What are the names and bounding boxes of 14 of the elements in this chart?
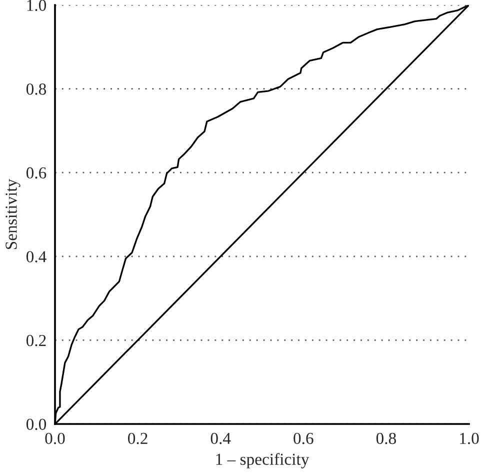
x-tick-label: 0.0 <box>45 432 65 444</box>
y-tick-label: 0.8 <box>26 84 46 95</box>
x-tick-label: 0.2 <box>128 432 148 444</box>
y-tick-label: 0.6 <box>26 167 46 179</box>
y-tick-label: 1.0 <box>27 0 46 12</box>
y-axis-title: Sensitivity <box>6 178 20 250</box>
x-tick-label: 0.4 <box>210 432 231 444</box>
x-tick-label: 0.6 <box>294 432 314 444</box>
x-tick-label: 0.8 <box>376 432 396 444</box>
y-tick-label: 0.4 <box>26 251 46 262</box>
x-tick-label: 1.0 <box>460 432 479 444</box>
y-tick-label: 0.2 <box>26 334 46 346</box>
y-tick-label: 0.0 <box>26 418 46 430</box>
x-axis-title: 1 – specificity <box>216 453 310 468</box>
